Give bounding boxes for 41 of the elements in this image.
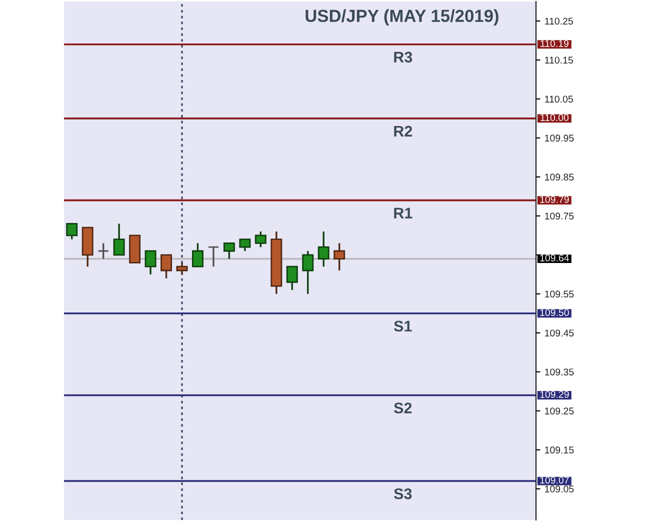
candlestick xyxy=(254,230,266,248)
y-tick-label: 109.75 xyxy=(545,212,574,220)
candlestick xyxy=(98,242,110,260)
ref-line-label: R1 xyxy=(394,208,412,218)
candlestick xyxy=(192,242,204,268)
text: 109.50 xyxy=(540,309,569,316)
y-tick-label: 109.15 xyxy=(545,446,574,454)
y-tick-label: 110.15 xyxy=(545,56,573,64)
y-tick-label: 109.55 xyxy=(545,290,574,298)
chart-title: USD/JPY (MAY 15/2019) xyxy=(306,9,498,26)
ref-line-label: R3 xyxy=(394,52,412,63)
text: 110.19 xyxy=(540,40,568,47)
candlestick xyxy=(239,238,251,252)
text: 109.64 xyxy=(540,254,569,262)
candlestick xyxy=(223,242,235,260)
text: 109.79 xyxy=(540,196,569,203)
y-tick-label: 109.25 xyxy=(545,408,574,414)
candlestick xyxy=(302,250,314,295)
candlestick xyxy=(334,242,346,272)
y-tick-label: 109.45 xyxy=(545,330,574,336)
y-tick-label: 109.95 xyxy=(545,134,574,142)
candlestick xyxy=(113,222,125,256)
candlestick xyxy=(160,254,172,280)
y-tick-label: 110.25 xyxy=(545,18,573,25)
ref-line-label: R2 xyxy=(394,126,412,136)
ref-line-label: S3 xyxy=(394,488,412,500)
text: 109.29 xyxy=(540,390,569,398)
y-tick-label: 110.05 xyxy=(545,96,573,103)
candlestick xyxy=(208,246,220,268)
ref-line-label: S1 xyxy=(394,320,412,332)
candlestick xyxy=(286,266,298,291)
text: 110.00 xyxy=(540,114,569,122)
ref-line-label: S2 xyxy=(394,402,412,414)
candlestick xyxy=(144,250,156,276)
y-tick-label: 109.35 xyxy=(545,368,574,376)
candlestick xyxy=(66,222,78,240)
text: 109.07 xyxy=(540,476,569,484)
candlestick xyxy=(176,262,188,276)
candlestick xyxy=(318,230,330,268)
y-tick-label: 109.85 xyxy=(545,174,574,181)
y-tick-label: 109.05 xyxy=(545,486,574,492)
